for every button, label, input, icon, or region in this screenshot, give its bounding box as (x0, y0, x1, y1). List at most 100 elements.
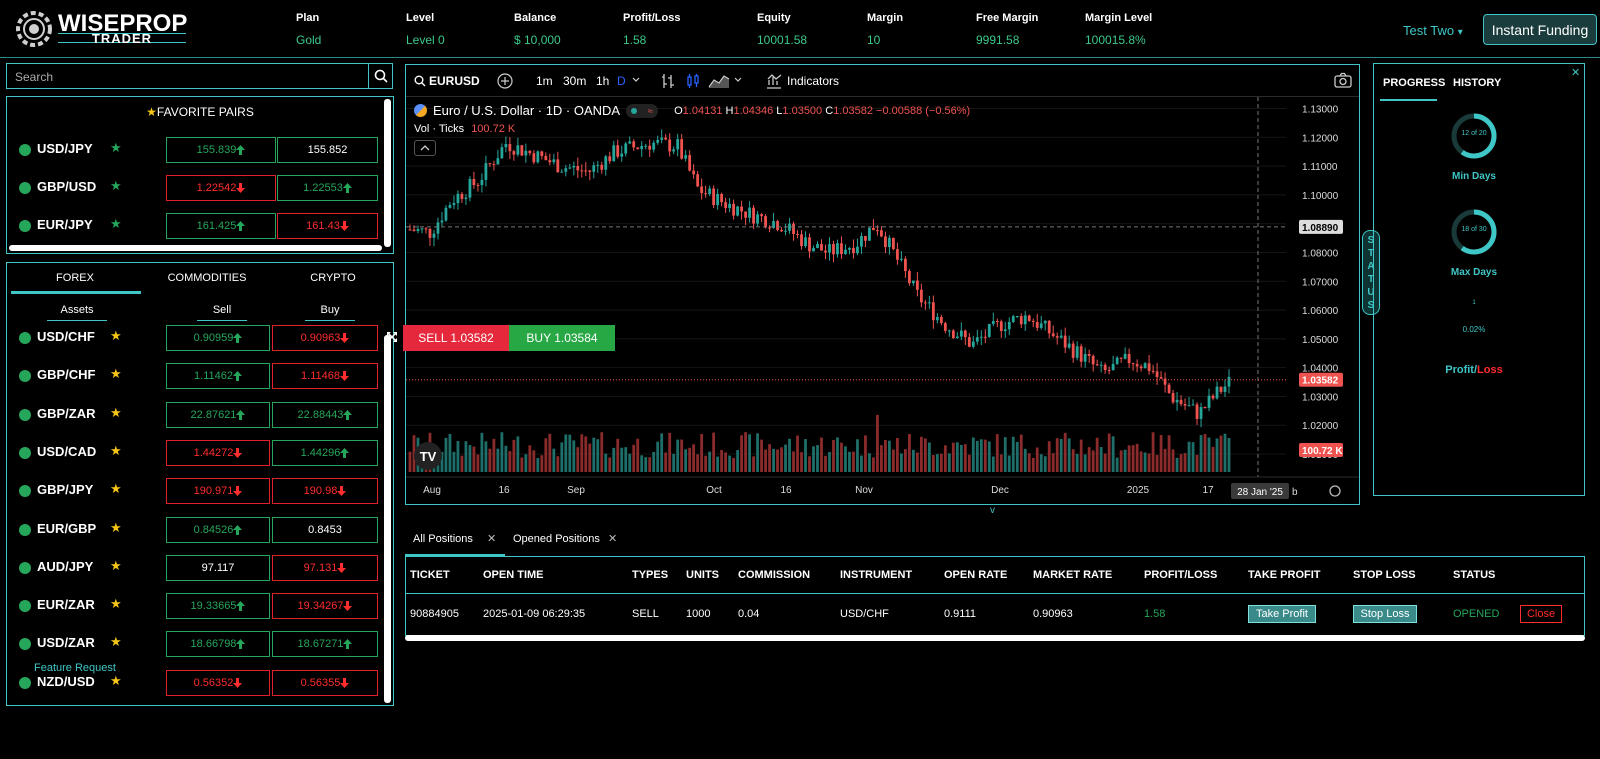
list-item[interactable]: NZD/USD ★ 0.56352 0.56355 (7, 669, 378, 696)
star-icon[interactable]: ★ (110, 596, 122, 612)
star-icon[interactable]: ★ (110, 672, 122, 688)
sell-price-button[interactable]: 97.117 (166, 554, 270, 581)
close-icon[interactable]: ✕ (1571, 67, 1581, 79)
buy-price-button[interactable]: 0.8453 (272, 516, 378, 543)
tab-history[interactable]: HISTORY (1453, 77, 1502, 89)
sell-price-button[interactable]: 190.971 (166, 478, 270, 505)
sell-price-button[interactable]: 161.425 (166, 213, 276, 239)
list-item[interactable]: USD/CHF ★ 0.90959 0.90963 (7, 325, 378, 351)
timeframe-1m[interactable]: 1m (536, 74, 553, 88)
area-style-icon[interactable] (708, 73, 730, 89)
sell-button[interactable]: SELL 1.03582 (403, 325, 509, 351)
collapse-chart-icon[interactable]: v (990, 505, 995, 516)
list-item[interactable]: EUR/GBP ★ 0.84526 0.8453 (7, 516, 378, 543)
timeframe-1h[interactable]: 1h (596, 74, 610, 88)
settings-gear-icon[interactable] (1329, 485, 1341, 497)
sell-price-button[interactable]: 18.66798 (166, 631, 270, 658)
buy-price-button[interactable]: 1.44296 (272, 439, 378, 466)
sell-price-button[interactable]: 155.839 (166, 137, 276, 163)
symbol-search-icon[interactable] (414, 75, 426, 87)
expand-icon[interactable] (386, 331, 398, 343)
sell-price-button[interactable]: 1.44272 (166, 439, 270, 466)
stop-loss-button[interactable]: Stop Loss (1353, 605, 1417, 623)
star-icon[interactable]: ★ (110, 216, 122, 231)
take-profit-button[interactable]: Take Profit (1248, 605, 1316, 623)
chevron-down-icon: ▾ (1457, 27, 1463, 38)
search-button[interactable] (368, 63, 393, 89)
add-symbol-icon[interactable] (497, 73, 513, 89)
price-chart[interactable]: EURUSD 1m 30m 1h D Indicators 1.13000 1.1… (405, 64, 1360, 505)
list-item[interactable]: USD/ZAR ★ 18.66798 18.67271 (7, 631, 378, 658)
search-input[interactable]: Search (6, 63, 369, 89)
account-selector[interactable]: Test Two ▾ (1403, 23, 1463, 38)
camera-icon[interactable] (1334, 72, 1352, 88)
indicators-icon[interactable] (766, 73, 782, 89)
list-item[interactable]: EUR/ZAR ★ 19.33665 19.34267 (7, 593, 378, 620)
buy-price-button[interactable]: 0.90963 (272, 325, 378, 351)
candles-style-icon[interactable] (686, 73, 700, 89)
buy-price-button[interactable]: 22.88443 (272, 401, 378, 428)
favorites-scrollbar[interactable] (384, 99, 391, 247)
favorites-h-scrollbar[interactable] (9, 245, 382, 251)
buy-price-button[interactable]: 161.43 (277, 213, 378, 239)
buy-price-button[interactable]: 0.56355 (272, 669, 378, 696)
sell-price-button[interactable]: 0.84526 (166, 516, 270, 543)
indicators-button[interactable]: Indicators (787, 74, 840, 88)
star-icon[interactable]: ★ (110, 481, 122, 497)
star-icon[interactable]: ★ (110, 366, 122, 382)
buy-price-button[interactable]: 18.67271 (272, 631, 378, 658)
bars-style-icon[interactable] (661, 73, 675, 89)
list-item[interactable]: GBP/ZAR ★ 22.87621 22.88443 (7, 401, 378, 428)
buy-price-button[interactable]: 1.22553 (277, 175, 378, 201)
tab-all-positions[interactable]: All Positions (413, 533, 473, 545)
sell-price-button[interactable]: 1.11462 (166, 363, 270, 390)
star-icon[interactable]: ★ (110, 328, 122, 343)
buy-price-button[interactable]: 97.131 (272, 554, 378, 581)
timeframe-chevron-icon[interactable] (632, 77, 640, 83)
list-item[interactable]: GBP/JPY ★ 190.971 190.98 (7, 478, 378, 505)
tab-progress[interactable]: PROGRESS (1383, 77, 1446, 89)
close-position-button[interactable]: Close (1520, 605, 1562, 623)
tab-forex[interactable]: FOREX (56, 272, 94, 284)
buy-price-button[interactable]: 1.11468 (272, 363, 378, 390)
tab-crypto[interactable]: CRYPTO (310, 272, 356, 284)
instant-funding-button[interactable]: Instant Funding (1483, 14, 1597, 45)
feature-request-link[interactable]: Feature Request (34, 662, 116, 674)
close-tab-icon[interactable]: ✕ (608, 533, 618, 545)
tradingview-logo-icon[interactable]: TV (414, 442, 442, 470)
list-item[interactable]: AUD/JPY ★ 97.117 97.131 (7, 554, 378, 581)
list-item[interactable]: EUR/JPY ★ 161.425 161.43 (7, 213, 378, 239)
collapse-legend-button[interactable] (414, 140, 436, 156)
list-item[interactable]: GBP/USD ★ 1.22542 1.22553 (7, 175, 378, 201)
tab-commodities[interactable]: COMMODITIES (167, 272, 247, 284)
list-item[interactable]: USD/JPY ★ 155.839 155.852 (7, 137, 378, 163)
close-tab-icon[interactable]: ✕ (487, 533, 497, 545)
list-item[interactable]: USD/CAD ★ 1.44272 1.44296 (7, 439, 378, 466)
symbol-label[interactable]: EURUSD (429, 74, 480, 88)
sell-price-button[interactable]: 22.87621 (166, 401, 270, 428)
star-icon[interactable]: ★ (110, 519, 122, 535)
buy-price-button[interactable]: 155.852 (277, 137, 378, 163)
star-icon[interactable]: ★ (110, 442, 122, 458)
tab-opened-positions[interactable]: Opened Positions (513, 533, 600, 545)
list-item[interactable]: GBP/CHF ★ 1.11462 1.11468 (7, 363, 378, 390)
timeframe-d[interactable]: D (617, 74, 626, 88)
sell-price-button[interactable]: 0.56352 (166, 669, 270, 696)
sell-price-button[interactable]: 1.22542 (166, 175, 276, 201)
chart-canvas[interactable]: 1.130001.120001.110001.100001.090001.080… (406, 97, 1359, 504)
star-icon[interactable]: ★ (110, 557, 122, 573)
positions-h-scrollbar[interactable] (405, 635, 1585, 641)
star-icon[interactable]: ★ (110, 404, 122, 420)
style-chevron-icon[interactable] (734, 77, 742, 83)
timeframe-30m[interactable]: 30m (563, 74, 587, 88)
sell-price-button[interactable]: 19.33665 (166, 593, 270, 620)
markets-scrollbar[interactable] (384, 335, 391, 703)
star-icon[interactable]: ★ (110, 178, 122, 193)
buy-price-button[interactable]: 19.34267 (272, 593, 378, 620)
buy-button[interactable]: BUY 1.03584 (509, 325, 615, 351)
buy-price-button[interactable]: 190.98 (272, 478, 378, 505)
sell-price-button[interactable]: 0.90959 (166, 325, 270, 351)
star-icon[interactable]: ★ (110, 140, 122, 155)
star-icon[interactable]: ★ (110, 634, 122, 650)
